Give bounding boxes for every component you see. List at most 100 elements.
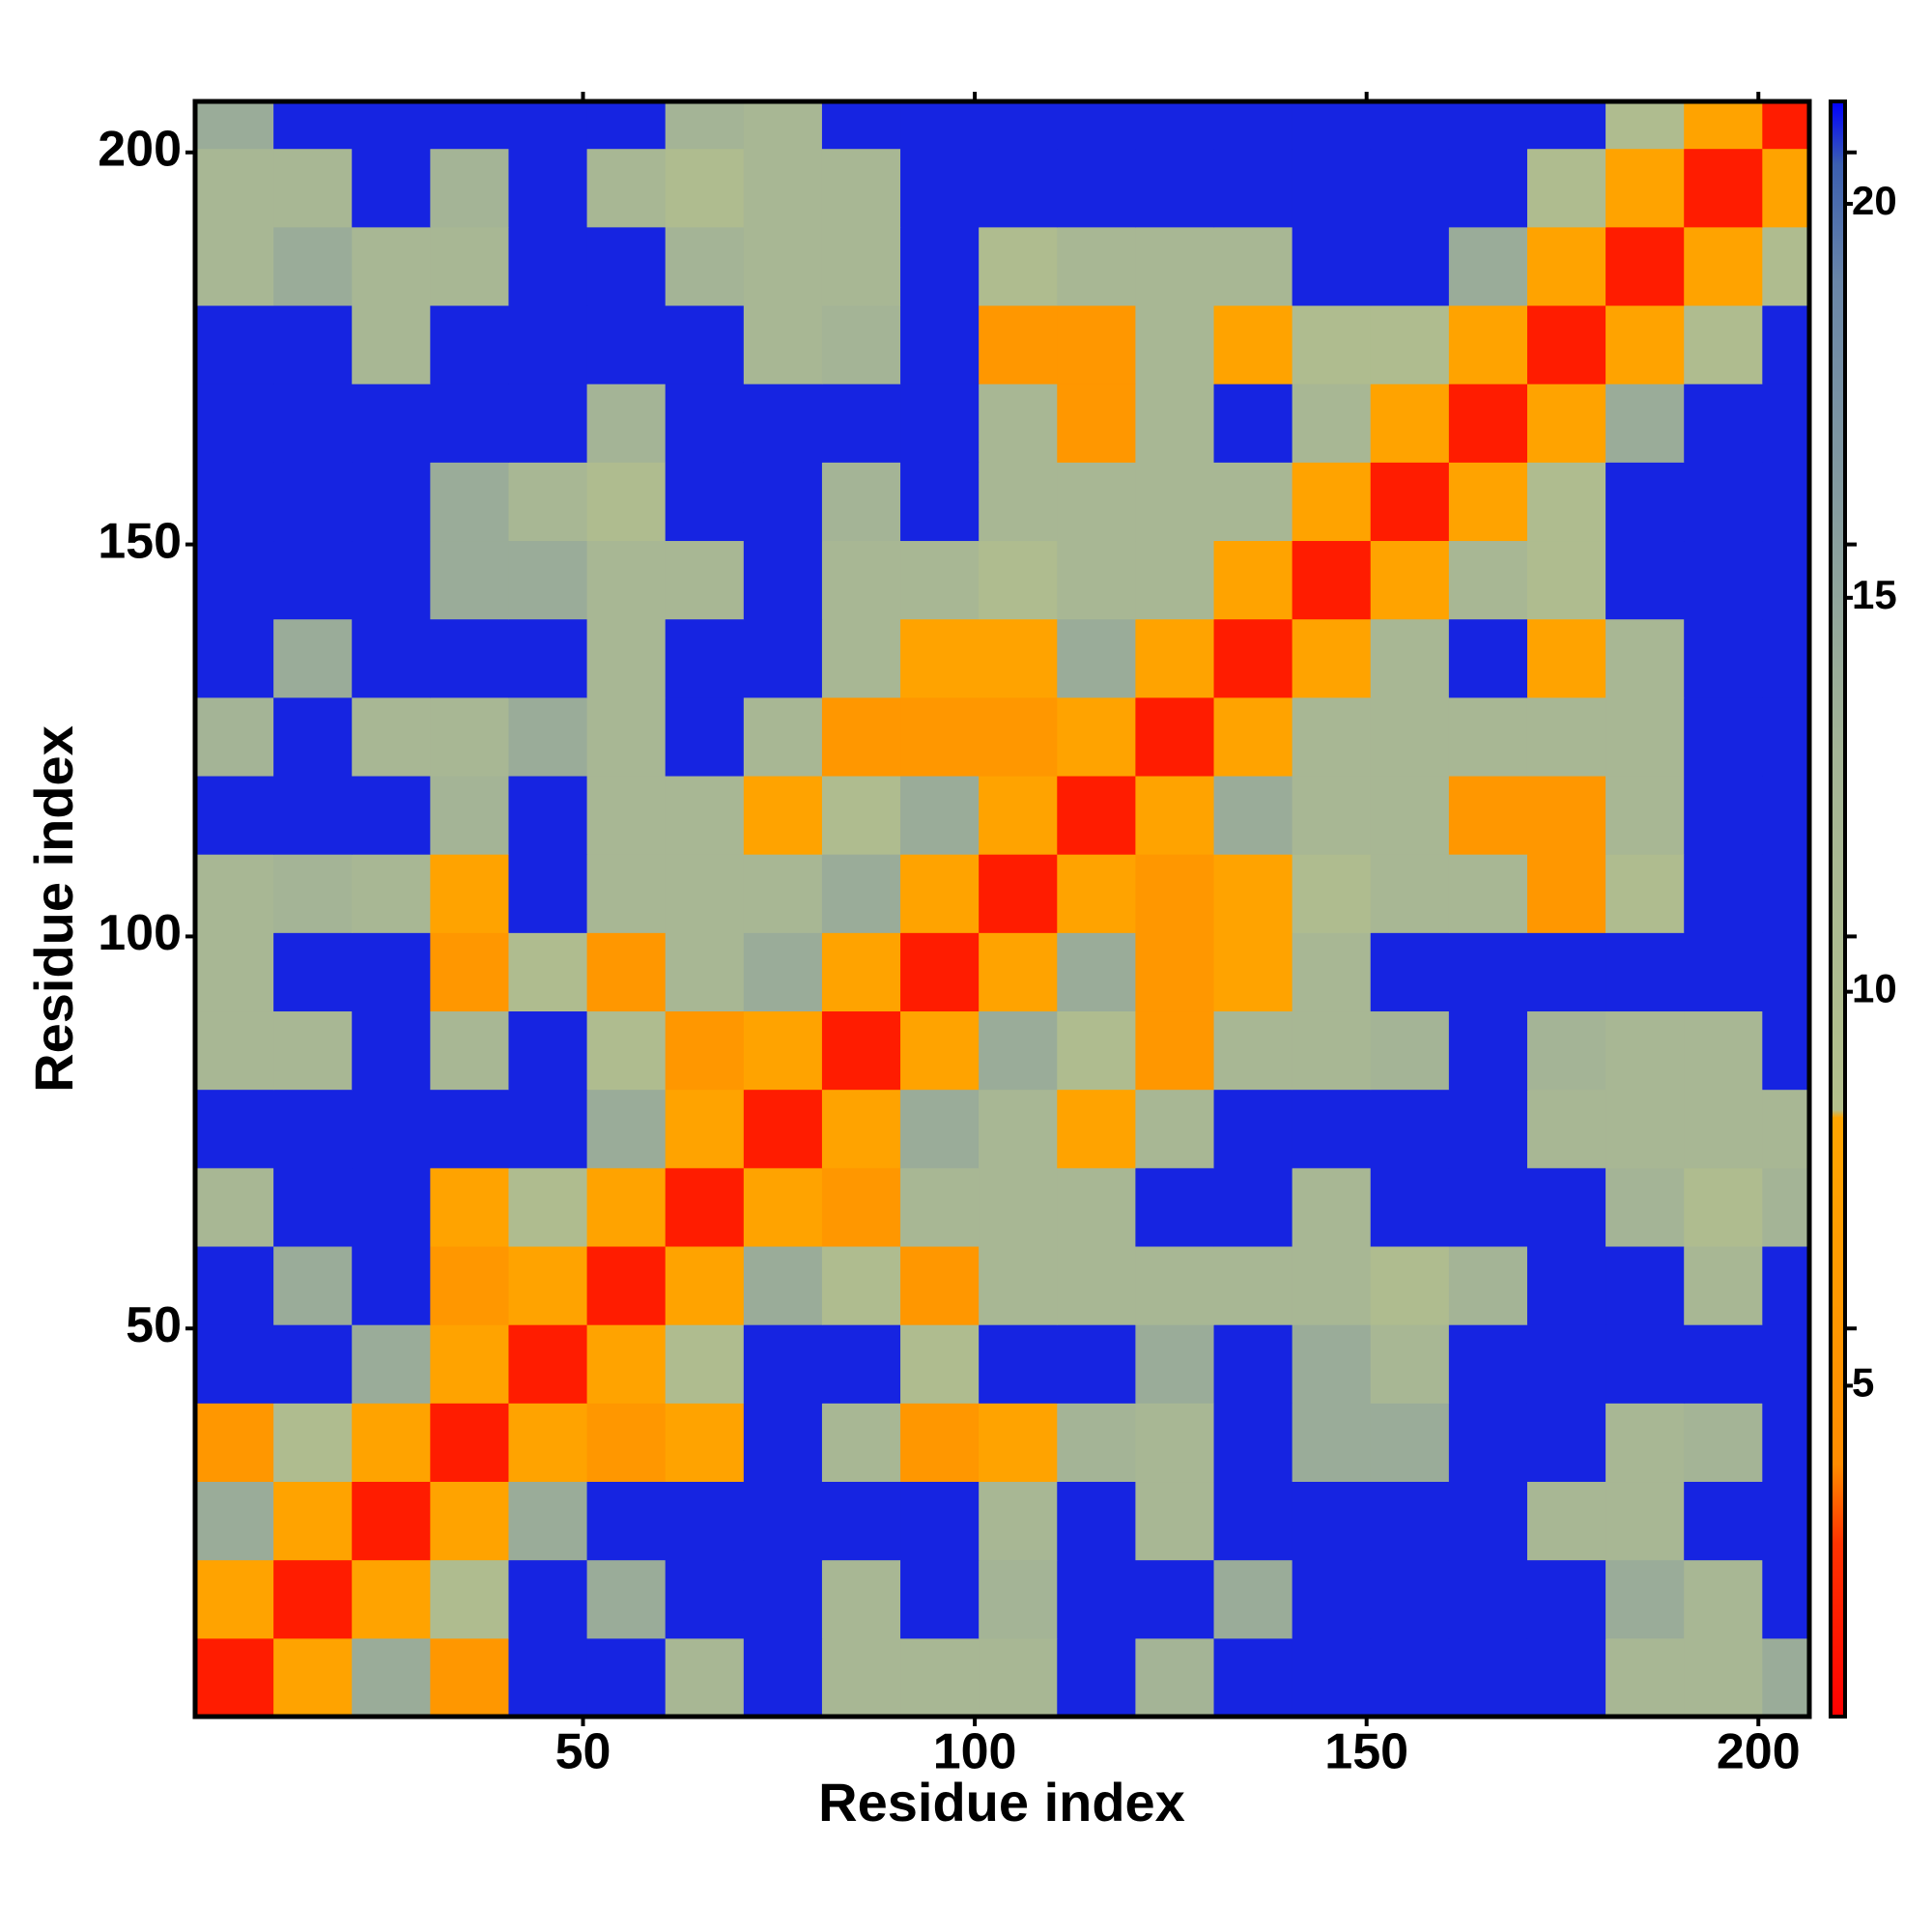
heatmap-cell	[979, 1481, 1058, 1561]
heatmap-cell	[665, 101, 745, 150]
heatmap-cell	[586, 618, 667, 698]
heatmap-cell	[586, 226, 667, 306]
heatmap-cell	[1213, 854, 1293, 933]
heatmap-cell	[1762, 384, 1810, 463]
heatmap-cell	[508, 305, 588, 384]
heatmap-cell	[430, 101, 509, 150]
heatmap-cell	[1370, 618, 1450, 698]
heatmap-cell	[1135, 618, 1215, 698]
heatmap-cells	[195, 101, 1810, 1718]
heatmap-cell	[1526, 696, 1606, 777]
heatmap-cell	[1135, 540, 1215, 620]
heatmap-cell	[195, 226, 274, 306]
heatmap-cell	[1135, 1010, 1215, 1091]
heatmap-cell	[1762, 854, 1810, 933]
heatmap-cell	[1135, 1324, 1215, 1404]
heatmap-cell	[1448, 226, 1528, 306]
heatmap-cell	[273, 1246, 353, 1325]
heatmap-cell	[1292, 1481, 1372, 1561]
heatmap-cell	[1526, 1246, 1606, 1325]
heatmap-cell	[1057, 148, 1136, 228]
heatmap-cell	[1684, 1089, 1763, 1169]
heatmap-cell	[586, 1559, 667, 1639]
heatmap-cell	[1292, 854, 1372, 933]
heatmap-cell	[1448, 1010, 1528, 1091]
heatmap-cell	[1526, 1637, 1606, 1718]
heatmap-cell	[821, 932, 901, 1012]
heatmap-cell	[195, 1246, 274, 1325]
heatmap-cell	[1526, 101, 1606, 150]
heatmap-cell	[821, 1010, 901, 1091]
heatmap-cell	[665, 1010, 745, 1091]
heatmap-cell	[1762, 696, 1810, 777]
heatmap-cell	[273, 1167, 353, 1247]
heatmap-cell	[1605, 1167, 1685, 1247]
heatmap-cell	[665, 1167, 745, 1247]
heatmap-cell	[508, 462, 588, 542]
heatmap-cell	[1762, 1324, 1810, 1404]
heatmap-cell	[979, 1010, 1058, 1091]
heatmap-cell	[979, 462, 1058, 542]
heatmap-cell	[352, 776, 431, 855]
heatmap-cell	[1213, 1010, 1293, 1091]
heatmap-cell	[1684, 854, 1763, 933]
heatmap-cell	[900, 226, 980, 306]
heatmap-cell	[1292, 696, 1372, 777]
heatmap-cell	[430, 226, 509, 306]
heatmap-cell	[1448, 618, 1528, 698]
heatmap-cell	[979, 932, 1058, 1012]
heatmap-cell	[1057, 101, 1136, 150]
heatmap-cell	[586, 776, 667, 855]
heatmap-cell	[1292, 305, 1372, 384]
heatmap-cell	[1448, 932, 1528, 1012]
heatmap-cell	[195, 1089, 274, 1169]
heatmap-cell	[1684, 618, 1763, 698]
heatmap-cell	[1135, 1637, 1215, 1718]
heatmap-cell	[1370, 854, 1450, 933]
y-axis-title: Residue index	[23, 725, 84, 1093]
heatmap-cell	[1370, 1089, 1450, 1169]
heatmap-cell	[1526, 1481, 1606, 1561]
heatmap-cell	[665, 462, 745, 542]
heatmap-cell	[586, 1010, 667, 1091]
heatmap-cell	[900, 1637, 980, 1718]
heatmap-cell	[979, 1089, 1058, 1169]
heatmap-cell	[1605, 1559, 1685, 1639]
heatmap-cell	[743, 1637, 823, 1718]
heatmap-cell	[1135, 1403, 1215, 1483]
heatmap-cell	[1292, 148, 1372, 228]
heatmap-cell	[1292, 1010, 1372, 1091]
heatmap-cell	[1526, 776, 1606, 855]
heatmap-cell	[1526, 462, 1606, 542]
heatmap-cell	[1292, 618, 1372, 698]
heatmap-cell	[900, 696, 980, 777]
heatmap-cell	[821, 776, 901, 855]
heatmap-cell	[743, 1324, 823, 1404]
heatmap-cell	[1057, 1246, 1136, 1325]
heatmap-cell	[195, 1167, 274, 1247]
heatmap-cell	[1135, 1246, 1215, 1325]
heatmap-cell	[979, 1403, 1058, 1483]
heatmap-cell	[1370, 148, 1450, 228]
heatmap-cell	[1762, 101, 1810, 150]
heatmap-cell	[1448, 148, 1528, 228]
heatmap-cell	[273, 462, 353, 542]
heatmap-cell	[1448, 540, 1528, 620]
heatmap-cell	[1526, 1089, 1606, 1169]
heatmap-cell	[1135, 1559, 1215, 1639]
heatmap-cell	[979, 854, 1058, 933]
heatmap-cell	[273, 696, 353, 777]
heatmap-cell	[1605, 226, 1685, 306]
heatmap-cell	[665, 854, 745, 933]
heatmap-cell	[821, 101, 901, 150]
heatmap-cell	[273, 226, 353, 306]
heatmap-cell	[1135, 101, 1215, 150]
heatmap-cell	[1213, 696, 1293, 777]
heatmap-cell	[1292, 384, 1372, 463]
heatmap-cell	[743, 540, 823, 620]
heatmap-cell	[900, 101, 980, 150]
heatmap-cell	[195, 384, 274, 463]
heatmap-cell	[665, 1246, 745, 1325]
heatmap-cell	[1292, 932, 1372, 1012]
heatmap-cell	[1135, 1167, 1215, 1247]
